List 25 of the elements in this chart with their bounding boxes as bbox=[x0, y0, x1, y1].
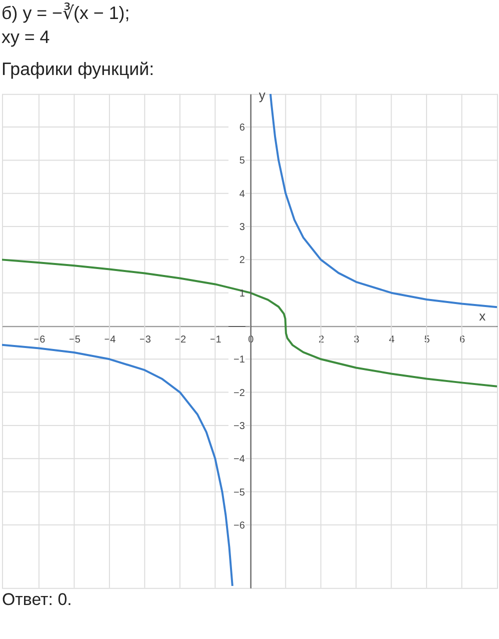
x-tick-label: −3 bbox=[140, 334, 152, 346]
x-axis-title: x bbox=[479, 308, 486, 324]
y-tick-label: 4 bbox=[239, 188, 246, 200]
y-tick-label: −4 bbox=[234, 454, 246, 466]
y-tick-label: −1 bbox=[234, 354, 246, 366]
y-tick-label: −3 bbox=[234, 420, 246, 432]
x-tick-label: −1 bbox=[210, 334, 222, 346]
y-tick-label: 5 bbox=[239, 156, 246, 167]
y-tick-label: 3 bbox=[239, 222, 246, 234]
chart-subtitle: Графики функций: bbox=[1, 58, 154, 79]
x-tick-label: −5 bbox=[69, 334, 81, 346]
y-tick-label: 2 bbox=[239, 255, 246, 266]
line-series bbox=[269, 94, 498, 308]
y-tick-label: 6 bbox=[239, 122, 246, 134]
text: Ответ: 0. bbox=[2, 590, 72, 609]
x-tick-label: −6 bbox=[34, 334, 46, 346]
y-tick-label: −2 bbox=[234, 388, 246, 399]
y-tick-label: −5 bbox=[234, 487, 246, 498]
y-tick-label: 1 bbox=[239, 288, 246, 300]
line-series bbox=[2, 344, 234, 587]
x-tick-label: −4 bbox=[104, 334, 116, 346]
y-axis-title: y bbox=[258, 87, 266, 102]
y-tick-label: −6 bbox=[234, 520, 246, 532]
chart-title: б) y = −∛(x − 1); xy = 4 bbox=[1, 3, 130, 48]
x-tick-label: −2 bbox=[174, 334, 187, 346]
